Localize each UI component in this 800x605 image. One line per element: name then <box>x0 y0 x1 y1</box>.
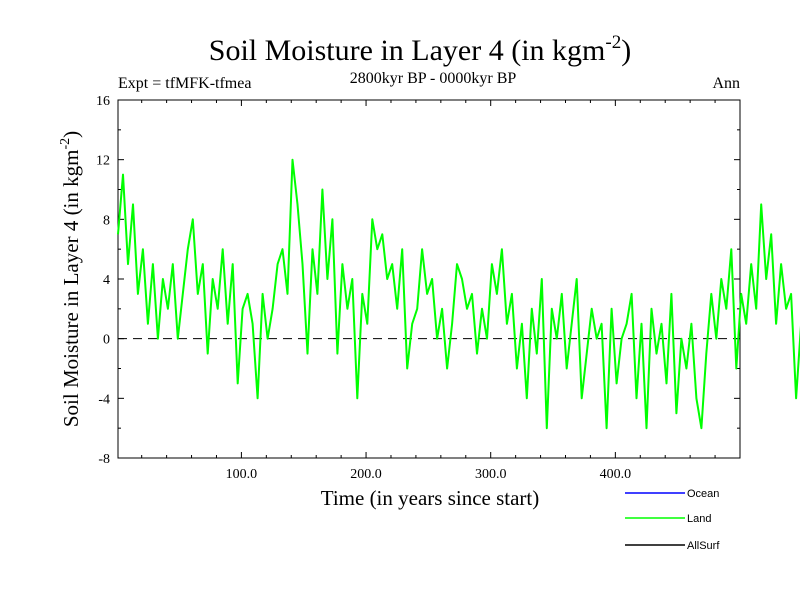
chart-title: Soil Moisture in Layer 4 (in kgm-2) <box>209 32 631 67</box>
x-axis: 100.0 200.0 300.0 400.0 <box>141 100 716 482</box>
y-tick-label: -8 <box>98 452 110 467</box>
y-tick-label: -4 <box>98 392 110 407</box>
x-tick-label: 300.0 <box>475 467 507 482</box>
y-axis-label-superscript: -2 <box>58 138 73 150</box>
y-tick-label: 12 <box>96 154 110 169</box>
y-tick-label: 8 <box>103 213 110 228</box>
y-axis-label: Soil Moisture in Layer 4 (in kgm-2) <box>58 131 83 427</box>
x-tick-label: 200.0 <box>350 467 382 482</box>
legend-label-land: Land <box>687 513 711 525</box>
expt-label: Expt = tfMFK-tfmea <box>118 75 251 92</box>
season-label: Ann <box>712 75 740 92</box>
y-tick-label: 0 <box>103 333 110 348</box>
chart-title-superscript: -2 <box>605 32 621 53</box>
y-tick-label: 4 <box>103 273 110 288</box>
x-axis-label: Time (in years since start) <box>321 486 540 510</box>
legend-label-allsurf: AllSurf <box>687 540 720 552</box>
x-tick-label: 100.0 <box>226 467 258 482</box>
legend-label-ocean: Ocean <box>687 488 719 500</box>
series-line-land <box>117 158 800 430</box>
legend: Ocean Land AllSurf <box>625 488 720 552</box>
x-tick-label: 400.0 <box>600 467 632 482</box>
chart-subtitle: 2800kyr BP - 0000kyr BP <box>350 70 517 87</box>
y-tick-label: 16 <box>96 94 110 109</box>
y-axis: -8 -4 0 4 8 12 16 <box>96 94 740 467</box>
